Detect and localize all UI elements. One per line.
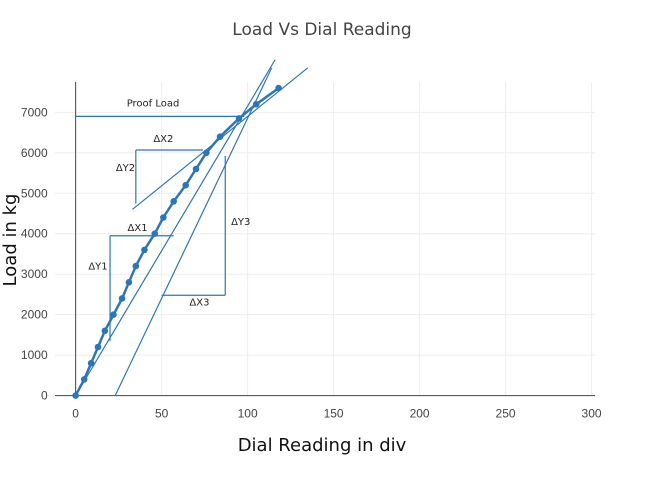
y-axis-title: Load in kg [0,194,21,287]
tick-labels: 0 50 100 150 200 250 3000100020003000400050006… [21,105,602,420]
data-point [110,311,117,318]
data-point [118,295,126,302]
data-point [141,246,148,254]
x-axis-title: Dial Reading in div [238,435,407,456]
series-line [74,87,280,397]
data-point [72,392,79,399]
data-series [72,84,282,399]
y-tick-label: 6000 [21,146,48,160]
x-tick-label: 100 [238,407,258,421]
data-point [203,149,210,157]
y-tick-label: 5000 [21,186,48,200]
data-point [80,376,88,383]
reference-line [114,67,273,396]
grid-lines [55,82,595,396]
x-tick-label: 150 [324,407,344,421]
data-point [87,359,95,367]
x-tick-label: 250 [496,407,516,421]
construction-lines [75,59,309,396]
annotation-label: ΔY2 [116,163,135,174]
y-tick-label: 2000 [21,308,48,322]
data-point [94,343,102,351]
y-tick-label: 4000 [21,227,48,241]
data-point [235,115,243,122]
x-tick-label: 50 [155,407,169,421]
y-tick-label: 7000 [21,105,48,119]
annotation-label: ΔY1 [88,262,107,273]
annotation-label: ΔX1 [128,223,148,234]
annotation-label: ΔY3 [231,217,250,228]
data-point [132,262,140,270]
y-tick-label: 0 [41,389,48,403]
data-point [275,84,282,92]
data-point [252,100,260,108]
y-tick-label: 1000 [21,348,48,362]
x-tick-label: 0 [72,407,79,421]
data-point [151,230,159,238]
data-point [125,278,133,286]
data-point [182,181,190,189]
y-tick-label: 3000 [21,267,48,281]
annotation-label: ΔX3 [189,297,209,308]
annotations: Proof Load ΔX2 ΔY2 ΔX1 ΔY1 ΔY3 ΔX3 [88,98,250,308]
annotation-label: Proof Load [127,98,180,109]
axes [55,82,595,397]
data-point [216,133,224,140]
annotation-label: ΔX2 [153,134,173,145]
x-tick-label: 200 [410,407,430,421]
data-point [192,165,200,173]
data-point [160,214,167,221]
data-point [101,327,109,335]
chart-title: Load Vs Dial Reading [232,20,411,40]
data-point [170,198,177,205]
x-tick-label: 300 [582,407,602,421]
